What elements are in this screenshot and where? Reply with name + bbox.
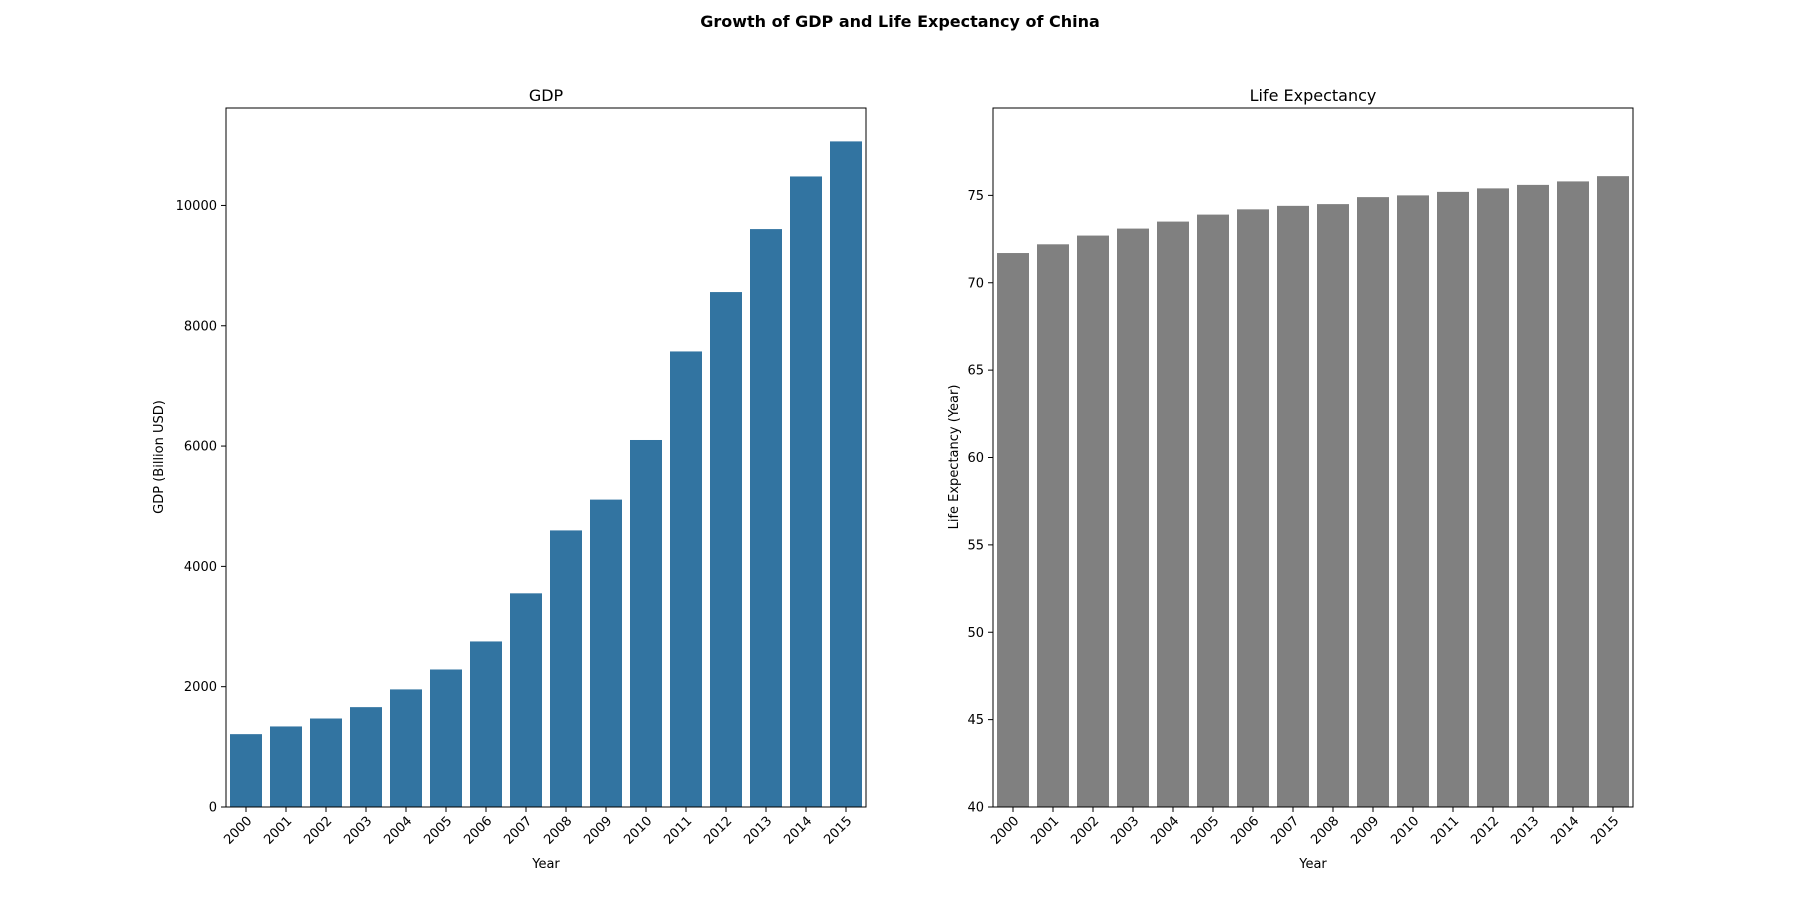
gdp-x-tick-label: 2004 (381, 814, 415, 848)
gdp-x-tick-label: 2010 (621, 814, 655, 848)
gdp-y-tick-label: 10000 (176, 199, 217, 214)
gdp-x-tick-label: 2001 (261, 814, 295, 848)
life-expectancy-bar-2009 (1357, 197, 1389, 807)
life-expectancy-x-tick-label: 2007 (1268, 814, 1302, 848)
life-expectancy-x-tick-label: 2006 (1228, 814, 1262, 848)
life-expectancy-chart-title: Life Expectancy (1250, 86, 1377, 105)
gdp-bar-2012 (710, 292, 742, 807)
gdp-bar-2002 (310, 718, 342, 807)
gdp-chart-title: GDP (529, 86, 564, 105)
gdp-y-tick-label: 8000 (184, 319, 217, 334)
life-expectancy-bar-2013 (1517, 184, 1549, 807)
life-expectancy-bar-2012 (1477, 188, 1509, 807)
life-expectancy-y-axis-label: Life Expectancy (Year) (947, 385, 962, 530)
gdp-bar-2005 (430, 669, 462, 807)
life-expectancy-x-tick-label: 2001 (1028, 814, 1062, 848)
gdp-x-tick-label: 2008 (541, 814, 575, 848)
gdp-bar-2003 (350, 707, 382, 807)
life-expectancy-x-tick-label: 2010 (1388, 814, 1422, 848)
gdp-y-axis: 0 2000 4000 6000 8000 10000 (176, 199, 226, 816)
life-expectancy-bars (997, 176, 1629, 808)
life-expectancy-y-tick-label: 40 (967, 801, 984, 816)
life-expectancy-y-tick-label: 65 (967, 364, 984, 379)
life-expectancy-bar-2001 (1037, 244, 1069, 808)
gdp-x-tick-label: 2005 (421, 814, 455, 848)
gdp-bars (230, 141, 862, 808)
life-expectancy-bar-2007 (1277, 205, 1309, 808)
figure-title: Growth of GDP and Life Expectancy of Chi… (700, 12, 1100, 31)
life-expectancy-bar-2015 (1597, 176, 1629, 807)
life-expectancy-x-tick-label: 2004 (1148, 814, 1182, 848)
life-expectancy-x-tick-label: 2009 (1348, 814, 1382, 848)
life-expectancy-y-tick-label: 70 (967, 276, 984, 291)
life-expectancy-bar-2000 (997, 253, 1029, 808)
gdp-bar-2004 (390, 689, 422, 807)
gdp-bar-2010 (630, 439, 662, 807)
gdp-x-tick-label: 2009 (581, 814, 615, 848)
life-expectancy-y-tick-label: 60 (967, 451, 984, 466)
life-expectancy-x-tick-label: 2015 (1588, 814, 1622, 848)
gdp-y-tick-label: 6000 (184, 440, 217, 455)
gdp-x-tick-label: 2002 (301, 814, 335, 848)
gdp-plot-frame (225, 107, 867, 808)
gdp-y-tick-label: 2000 (184, 680, 217, 695)
gdp-y-tick-label: 4000 (184, 560, 217, 575)
life-expectancy-plot-frame (992, 107, 1634, 808)
gdp-bar-2015 (830, 141, 862, 807)
life-expectancy-bar-2014 (1557, 181, 1589, 807)
gdp-bar-2001 (270, 726, 302, 807)
life-expectancy-x-axis-label: Year (1298, 857, 1327, 872)
gdp-bar-2008 (550, 530, 582, 807)
life-expectancy-y-tick-label: 50 (967, 626, 984, 641)
gdp-bar-2011 (670, 351, 702, 807)
life-expectancy-x-tick-label: 2002 (1068, 814, 1102, 848)
gdp-bar-2009 (590, 499, 622, 807)
life-expectancy-x-tick-label: 2011 (1428, 814, 1462, 848)
life-expectancy-bar-2006 (1237, 209, 1269, 808)
gdp-x-tick-label: 2011 (661, 814, 695, 848)
gdp-x-tick-label: 2003 (341, 814, 375, 848)
gdp-x-tick-label: 2014 (781, 814, 815, 848)
life-expectancy-bar-2011 (1437, 191, 1469, 807)
gdp-bar-2006 (470, 641, 502, 807)
life-expectancy-x-tick-label: 2005 (1188, 814, 1222, 848)
gdp-x-tick-label: 2006 (461, 814, 495, 848)
life-expectancy-bar-2010 (1397, 195, 1429, 808)
gdp-x-axis-label: Year (531, 857, 560, 872)
life-expectancy-y-tick-label: 45 (967, 713, 984, 728)
life-expectancy-bar-2008 (1317, 204, 1349, 808)
life-expectancy-x-tick-label: 2012 (1468, 814, 1502, 848)
life-expectancy-bar-2005 (1197, 214, 1229, 808)
gdp-bar-2013 (750, 229, 782, 808)
gdp-x-tick-label: 2013 (741, 814, 775, 848)
life-expectancy-x-tick-label: 2014 (1548, 814, 1582, 848)
life-expectancy-bar-2002 (1077, 235, 1109, 807)
gdp-bar-2000 (230, 734, 262, 807)
life-expectancy-x-tick-label: 2000 (988, 814, 1022, 848)
gdp-x-axis: 2000 2001 2002 2003 2004 2005 2006 2007 2008 2009… (221, 807, 855, 848)
life-expectancy-x-tick-label: 2008 (1308, 814, 1342, 848)
life-expectancy-y-axis: 40 45 50 55 60 65 70 75 (967, 189, 993, 816)
life-expectancy-x-tick-label: 2003 (1108, 814, 1142, 848)
life-expectancy-bar-2004 (1157, 221, 1189, 808)
life-expectancy-y-tick-label: 55 (967, 538, 984, 553)
life-expectancy-x-tick-label: 2013 (1508, 814, 1542, 848)
gdp-bar-2007 (510, 593, 542, 807)
gdp-y-axis-label: GDP (Billion USD) (152, 400, 167, 514)
gdp-y-tick-label: 0 (209, 801, 217, 816)
gdp-x-tick-label: 2012 (701, 814, 735, 848)
gdp-x-tick-label: 2015 (821, 814, 855, 848)
gdp-x-tick-label: 2000 (221, 814, 255, 848)
gdp-x-tick-label: 2007 (501, 814, 535, 848)
life-expectancy-x-axis: 2000 2001 2002 2003 2004 2005 2006 2007 2008 2009… (988, 807, 1622, 848)
life-expectancy-bar-2003 (1117, 228, 1149, 807)
gdp-bar-2014 (790, 176, 822, 807)
life-expectancy-y-tick-label: 75 (967, 189, 984, 204)
